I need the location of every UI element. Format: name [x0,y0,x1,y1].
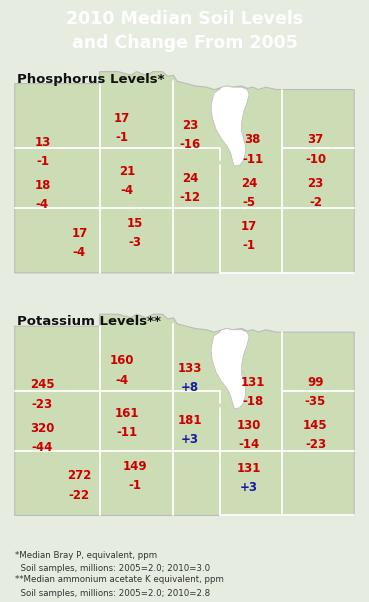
Text: -4: -4 [121,184,134,197]
Text: -4: -4 [115,374,128,386]
Text: 21: 21 [119,164,135,178]
Text: -5: -5 [242,196,256,209]
Text: 13: 13 [34,136,51,149]
Text: 17: 17 [241,220,257,232]
Text: +3: +3 [181,433,199,447]
Text: -35: -35 [305,395,326,408]
Text: 320: 320 [30,421,55,435]
Text: -1: -1 [115,131,128,144]
Text: -1: -1 [242,239,256,252]
Text: 15: 15 [127,217,143,230]
Text: 131: 131 [241,376,265,389]
Text: -1: -1 [128,479,141,492]
Text: 2010 Median Soil Levels
and Change From 2005: 2010 Median Soil Levels and Change From … [66,10,303,52]
Text: -11: -11 [242,152,263,166]
Text: +8: +8 [181,381,199,394]
Text: 18: 18 [34,179,51,192]
Text: -2: -2 [309,196,322,209]
Text: 23: 23 [182,119,198,132]
Text: 24: 24 [241,176,257,190]
Polygon shape [15,72,354,273]
Polygon shape [211,86,249,166]
Text: -14: -14 [238,438,260,452]
Text: 133: 133 [178,362,202,374]
Text: -10: -10 [305,152,326,166]
Text: -22: -22 [69,489,90,501]
Text: 272: 272 [67,470,92,482]
Text: -16: -16 [179,138,201,151]
Text: 160: 160 [110,355,134,367]
Text: -11: -11 [117,426,138,439]
Text: 145: 145 [303,419,328,432]
Text: **Median ammonium acetate K equivalent, ppm
  Soil samples, millions: 2005=2.0; : **Median ammonium acetate K equivalent, … [15,576,224,598]
Text: 130: 130 [237,419,261,432]
Text: 161: 161 [115,407,139,420]
Text: -44: -44 [32,441,53,454]
Text: 99: 99 [307,376,324,389]
Text: Phosphorus Levels*: Phosphorus Levels* [17,73,164,86]
Text: 149: 149 [123,460,147,473]
Text: +3: +3 [240,482,258,494]
Text: -4: -4 [73,246,86,259]
Text: 38: 38 [245,134,261,146]
Text: 245: 245 [30,379,55,391]
Text: 37: 37 [307,134,324,146]
Text: -12: -12 [179,191,201,204]
Text: 24: 24 [182,172,198,185]
Text: -1: -1 [36,155,49,168]
Text: 131: 131 [237,462,261,475]
Text: 17: 17 [71,227,87,240]
Text: -4: -4 [36,198,49,211]
Text: *Median Bray P, equivalent, ppm
  Soil samples, millions: 2005=2.0; 2010=3.0: *Median Bray P, equivalent, ppm Soil sam… [15,551,210,573]
Text: Potassium Levels**: Potassium Levels** [17,315,161,329]
Text: 23: 23 [307,176,324,190]
Polygon shape [15,314,354,515]
Text: -18: -18 [242,395,263,408]
Text: 17: 17 [114,112,130,125]
Polygon shape [211,329,249,409]
Text: -3: -3 [128,237,141,249]
Text: -23: -23 [305,438,326,452]
Text: -23: -23 [32,397,53,411]
Text: 181: 181 [178,414,202,427]
